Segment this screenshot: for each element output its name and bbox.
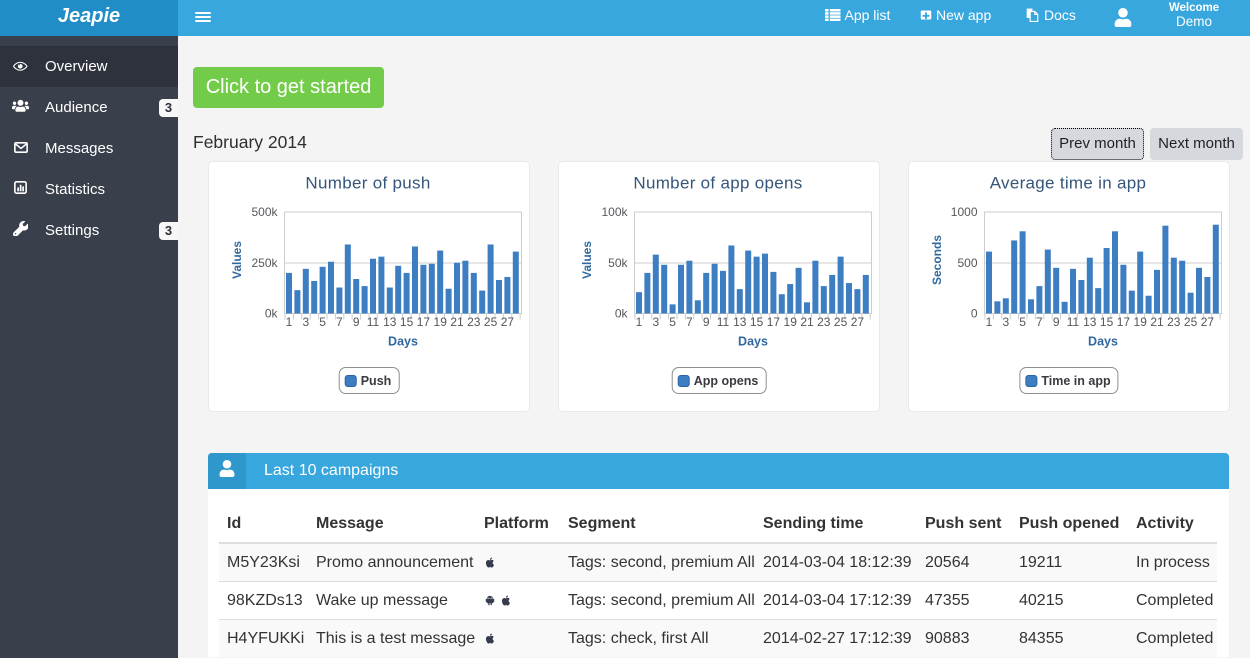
svg-text:19: 19 bbox=[1134, 315, 1148, 329]
svg-text:500k: 500k bbox=[251, 205, 278, 219]
svg-text:21: 21 bbox=[450, 315, 464, 329]
svg-text:Values: Values bbox=[580, 241, 594, 279]
svg-text:23: 23 bbox=[467, 315, 481, 329]
svg-text:15: 15 bbox=[400, 315, 414, 329]
svg-text:25: 25 bbox=[1184, 315, 1198, 329]
svg-text:15: 15 bbox=[750, 315, 764, 329]
svg-text:Days: Days bbox=[1088, 334, 1118, 348]
svg-text:1: 1 bbox=[636, 315, 643, 329]
svg-text:11: 11 bbox=[717, 315, 730, 329]
svg-text:9: 9 bbox=[353, 315, 360, 329]
svg-text:250k: 250k bbox=[251, 256, 278, 270]
svg-text:7: 7 bbox=[1036, 315, 1043, 329]
svg-text:19: 19 bbox=[434, 315, 448, 329]
svg-text:Days: Days bbox=[738, 334, 768, 348]
svg-text:0: 0 bbox=[971, 307, 978, 321]
svg-text:17: 17 bbox=[767, 315, 781, 329]
svg-text:9: 9 bbox=[1053, 315, 1060, 329]
svg-text:23: 23 bbox=[1167, 315, 1181, 329]
svg-text:Average time in app: Average time in app bbox=[990, 174, 1147, 193]
svg-text:0k: 0k bbox=[615, 307, 629, 321]
svg-text:21: 21 bbox=[800, 315, 814, 329]
svg-text:1: 1 bbox=[986, 315, 993, 329]
svg-text:500: 500 bbox=[957, 256, 977, 270]
svg-text:23: 23 bbox=[817, 315, 831, 329]
svg-text:0k: 0k bbox=[265, 307, 279, 321]
svg-text:27: 27 bbox=[851, 315, 865, 329]
svg-text:27: 27 bbox=[1201, 315, 1215, 329]
svg-text:Seconds: Seconds bbox=[930, 235, 944, 285]
svg-text:15: 15 bbox=[1100, 315, 1114, 329]
svg-text:7: 7 bbox=[686, 315, 693, 329]
svg-text:17: 17 bbox=[417, 315, 431, 329]
svg-text:50k: 50k bbox=[608, 256, 628, 270]
svg-text:Days: Days bbox=[388, 334, 418, 348]
svg-text:Number of app opens: Number of app opens bbox=[633, 174, 802, 193]
svg-text:100k: 100k bbox=[601, 205, 628, 219]
svg-text:Number of push: Number of push bbox=[305, 174, 430, 193]
svg-text:5: 5 bbox=[1019, 315, 1026, 329]
svg-text:7: 7 bbox=[336, 315, 343, 329]
svg-text:5: 5 bbox=[669, 315, 676, 329]
svg-text:Values: Values bbox=[230, 241, 244, 279]
svg-text:1: 1 bbox=[286, 315, 293, 329]
svg-text:1000: 1000 bbox=[951, 205, 978, 219]
svg-text:19: 19 bbox=[784, 315, 798, 329]
svg-text:5: 5 bbox=[319, 315, 326, 329]
svg-text:11: 11 bbox=[1067, 315, 1080, 329]
svg-text:13: 13 bbox=[1083, 315, 1097, 329]
svg-text:13: 13 bbox=[383, 315, 397, 329]
svg-text:21: 21 bbox=[1150, 315, 1164, 329]
svg-text:3: 3 bbox=[1002, 315, 1009, 329]
svg-text:13: 13 bbox=[733, 315, 747, 329]
svg-text:11: 11 bbox=[367, 315, 380, 329]
svg-text:25: 25 bbox=[484, 315, 498, 329]
svg-text:25: 25 bbox=[834, 315, 848, 329]
svg-text:3: 3 bbox=[652, 315, 659, 329]
svg-text:9: 9 bbox=[703, 315, 710, 329]
svg-text:17: 17 bbox=[1117, 315, 1131, 329]
svg-text:3: 3 bbox=[302, 315, 309, 329]
svg-text:27: 27 bbox=[501, 315, 515, 329]
